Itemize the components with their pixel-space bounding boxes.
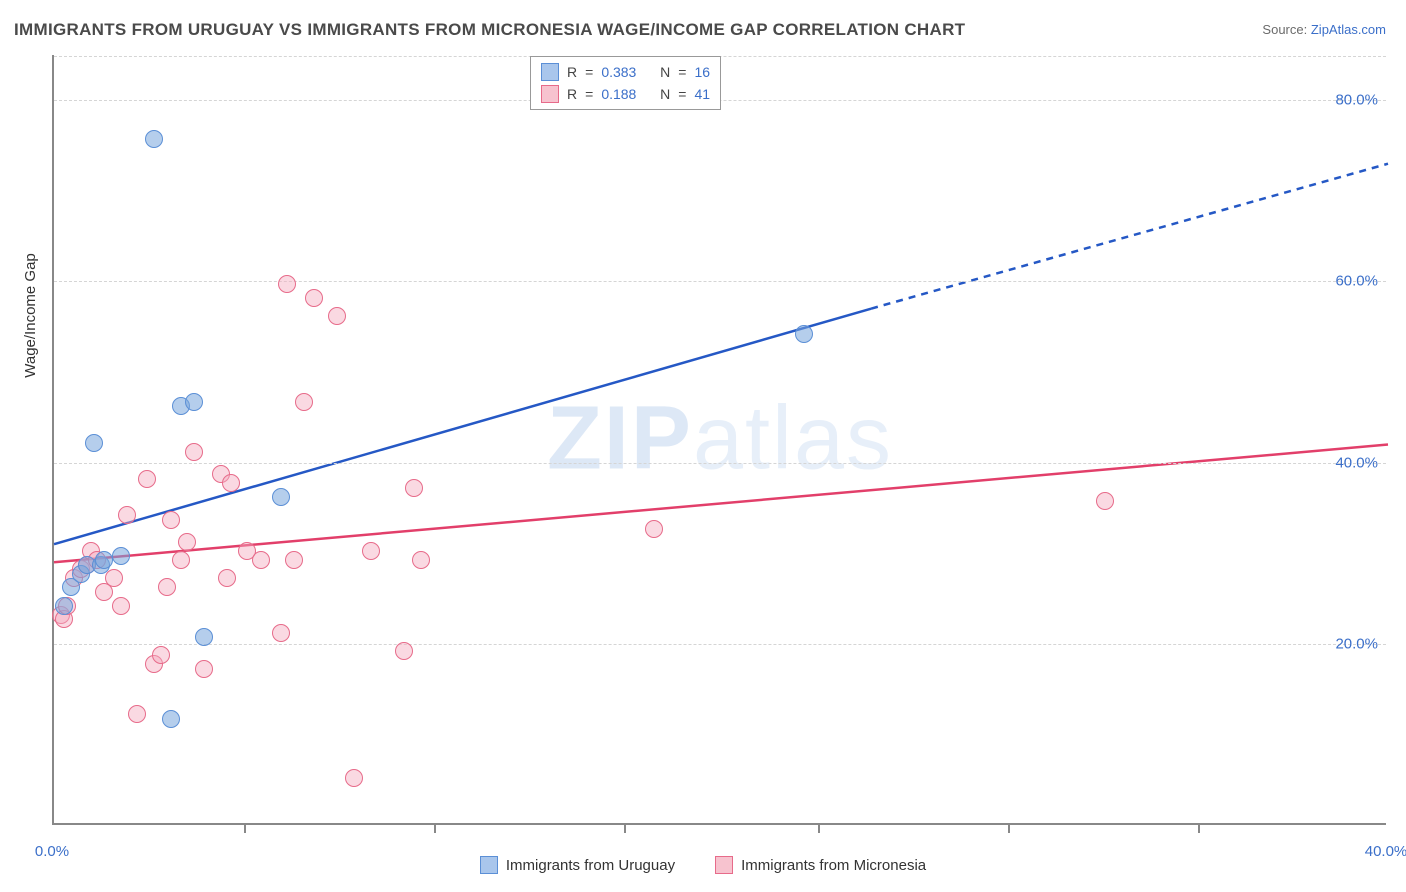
scatter-point [162,710,180,728]
scatter-point [395,642,413,660]
gridline-h [54,644,1386,645]
scatter-point [405,479,423,497]
scatter-point [118,506,136,524]
scatter-point [285,551,303,569]
micronesia-n-value: 41 [694,86,710,102]
x-tick [434,823,436,833]
uruguay-label: Immigrants from Uruguay [506,857,675,874]
x-tick-label: 40.0% [1365,843,1406,860]
scatter-point [345,769,363,787]
eq: = [585,64,593,80]
scatter-point [295,393,313,411]
scatter-point [278,275,296,293]
scatter-point [1096,492,1114,510]
source-attribution: Source: ZipAtlas.com [1262,22,1386,37]
scatter-point [185,393,203,411]
chart-container: IMMIGRANTS FROM URUGUAY VS IMMIGRANTS FR… [0,0,1406,892]
source-label: Source: [1262,22,1307,37]
chart-title: IMMIGRANTS FROM URUGUAY VS IMMIGRANTS FR… [14,20,965,40]
eq: = [585,86,593,102]
source-link[interactable]: ZipAtlas.com [1311,22,1386,37]
scatter-point [112,597,130,615]
scatter-point [195,660,213,678]
swatch-blue [541,63,559,81]
eq: = [678,86,686,102]
scatter-point [272,624,290,642]
n-label: N [660,86,670,102]
scatter-point [172,551,190,569]
x-tick [1198,823,1200,833]
eq: = [678,64,686,80]
scatter-point [95,583,113,601]
scatter-point [412,551,430,569]
x-tick-label: 0.0% [35,843,69,860]
swatch-pink [541,85,559,103]
legend-row-uruguay: R = 0.383 N = 16 [541,61,710,83]
plot-area: ZIPatlas 20.0% 40.0% 60.0% 80.0% [52,55,1386,825]
swatch-blue [480,856,498,874]
scatter-point [645,520,663,538]
legend-item-uruguay: Immigrants from Uruguay [480,856,675,874]
scatter-point [145,130,163,148]
x-tick [244,823,246,833]
watermark-bold: ZIP [547,389,693,489]
stats-legend: R = 0.383 N = 16 R = 0.188 N = 41 [530,56,721,110]
x-tick [1008,823,1010,833]
y-tick-label: 60.0% [1335,273,1378,290]
scatter-point [795,325,813,343]
x-tick [624,823,626,833]
scatter-point [112,547,130,565]
trend-line [54,309,871,545]
series-legend: Immigrants from Uruguay Immigrants from … [0,856,1406,874]
scatter-point [305,289,323,307]
micronesia-r-value: 0.188 [601,86,636,102]
scatter-point [85,434,103,452]
x-tick [818,823,820,833]
legend-row-micronesia: R = 0.188 N = 41 [541,83,710,105]
scatter-point [138,470,156,488]
scatter-point [185,443,203,461]
y-axis-label: Wage/Income Gap [22,253,39,378]
trend-lines-layer [54,55,1386,823]
scatter-point [55,597,73,615]
watermark: ZIPatlas [547,388,893,491]
scatter-point [362,542,380,560]
scatter-point [252,551,270,569]
r-label: R [567,64,577,80]
scatter-point [222,474,240,492]
scatter-point [272,488,290,506]
gridline-h [54,463,1386,464]
watermark-light: atlas [693,389,893,489]
scatter-point [128,705,146,723]
scatter-point [158,578,176,596]
y-tick-label: 80.0% [1335,92,1378,109]
legend-item-micronesia: Immigrants from Micronesia [715,856,926,874]
n-label: N [660,64,670,80]
scatter-point [218,569,236,587]
scatter-point [195,628,213,646]
y-tick-label: 40.0% [1335,454,1378,471]
uruguay-n-value: 16 [694,64,710,80]
r-label: R [567,86,577,102]
y-tick-label: 20.0% [1335,635,1378,652]
scatter-point [95,551,113,569]
micronesia-label: Immigrants from Micronesia [741,857,926,874]
trend-line [871,164,1388,309]
uruguay-r-value: 0.383 [601,64,636,80]
swatch-pink [715,856,733,874]
scatter-point [162,511,180,529]
scatter-point [152,646,170,664]
scatter-point [178,533,196,551]
scatter-point [328,307,346,325]
gridline-h [54,281,1386,282]
